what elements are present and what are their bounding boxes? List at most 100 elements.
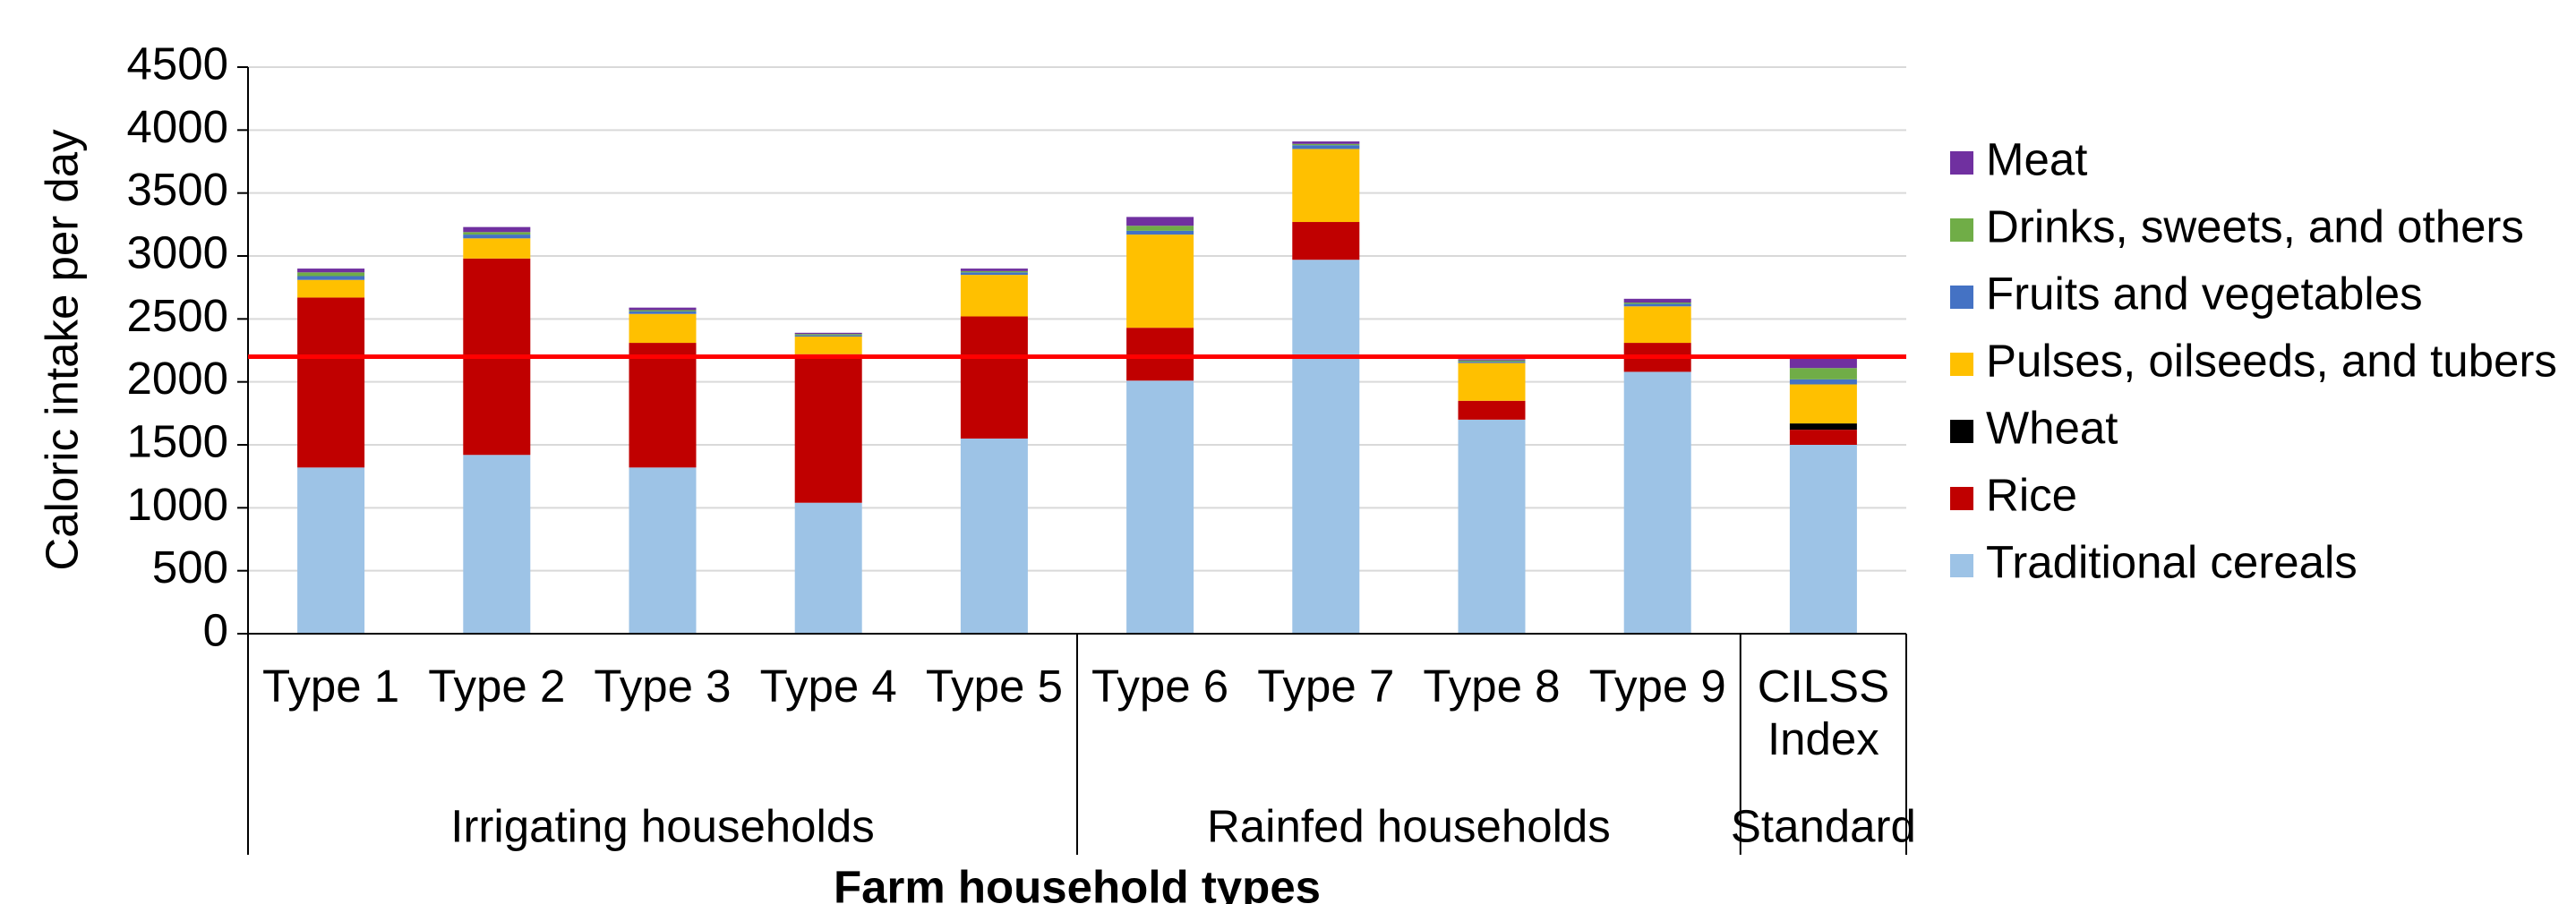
bar-segment <box>1126 217 1194 226</box>
bar-segment <box>1292 141 1360 144</box>
bar-segment <box>1458 359 1526 361</box>
bar-segment <box>1292 149 1360 223</box>
bar-segment <box>629 310 697 311</box>
bar-segment <box>463 455 531 634</box>
bar-segment <box>1458 362 1526 401</box>
y-axis-title: Caloric intake per day <box>36 129 87 571</box>
bar-segment <box>1623 371 1691 634</box>
legend-label: Rice <box>1986 469 2077 520</box>
legend-label: Pulses, oilseeds, and tubers <box>1986 335 2557 386</box>
bar-segment <box>1789 368 1857 380</box>
x-tick-label-box: Type 5 <box>925 661 1063 712</box>
x-tick-label-box: Type 2 <box>428 661 566 712</box>
bar-segment <box>1623 303 1691 307</box>
bar-segment <box>629 307 697 311</box>
bar-segment <box>1126 235 1194 328</box>
bar-segment <box>1789 430 1857 445</box>
bar-segment <box>297 269 365 273</box>
legend-label: Fruits and vegetables <box>1986 268 2423 319</box>
bar-segment <box>794 332 862 335</box>
bar-segment <box>960 316 1028 439</box>
bar-segment <box>1623 298 1691 303</box>
bar-segment <box>960 438 1028 634</box>
legend-swatch <box>1950 286 1973 309</box>
bar-segment <box>794 354 862 503</box>
x-tick-label: Type 8 <box>1423 661 1561 712</box>
legend-swatch <box>1950 420 1973 443</box>
x-tick-label-box: Type 6 <box>1091 661 1229 712</box>
x-tick-label: Type 4 <box>759 661 897 712</box>
x-tick-label-box: Type 3 <box>594 661 732 712</box>
y-tick-label: 4500 <box>127 38 228 89</box>
legend-swatch <box>1950 353 1973 376</box>
group-label: Standard <box>1731 800 1916 851</box>
x-tick-label: Type 6 <box>1091 661 1229 712</box>
bar-segment <box>297 467 365 634</box>
bar-segment <box>1789 384 1857 424</box>
bar-segment <box>1458 419 1526 634</box>
legend-swatch <box>1950 554 1973 577</box>
y-tick-label: 4000 <box>127 101 228 152</box>
bar-segment <box>960 272 1028 276</box>
bar-segment <box>1789 445 1857 634</box>
bar-segment <box>463 226 531 233</box>
x-tick-label: Type 2 <box>428 661 566 712</box>
bar-segment <box>297 272 365 277</box>
y-tick-label: 1000 <box>127 479 228 530</box>
bar-segment <box>960 275 1028 317</box>
x-tick-label-box: Type 4 <box>759 661 897 712</box>
bar-segment <box>1126 380 1194 634</box>
y-tick-label: 3000 <box>127 226 228 277</box>
bar-segment <box>297 279 365 298</box>
x-tick-label-box: Type 9 <box>1588 661 1726 712</box>
bar-segment <box>794 334 862 336</box>
legend-label: Drinks, sweets, and others <box>1986 200 2524 252</box>
legend-swatch <box>1950 151 1973 175</box>
bar-segment <box>794 335 862 337</box>
bar-segment <box>1126 226 1194 231</box>
bar-segment <box>463 232 531 235</box>
x-tick-label: Type 9 <box>1588 661 1726 712</box>
group-label: Irrigating households <box>450 800 874 851</box>
legend-swatch <box>1950 218 1973 242</box>
x-tick-label-box: Type 1 <box>262 661 400 712</box>
x-tick-label-box: CILSS Index <box>1757 661 1890 764</box>
bar-segment <box>960 269 1028 271</box>
x-tick-label: Type 1 <box>262 661 400 712</box>
bar-segment <box>1458 400 1526 420</box>
y-tick-label: 2500 <box>127 290 228 341</box>
legend-swatch <box>1950 487 1973 510</box>
x-axis-title: Farm household types <box>834 861 1321 904</box>
bar-segment <box>297 276 365 280</box>
legend-label: Traditional cereals <box>1986 536 2358 587</box>
bar-segment <box>1292 145 1360 149</box>
bar-segment <box>1623 306 1691 344</box>
x-tick-label-box: Type 7 <box>1257 661 1395 712</box>
legend-label: Meat <box>1986 133 2087 184</box>
y-tick-label: 500 <box>152 542 228 593</box>
x-tick-label: Type 7 <box>1257 661 1395 712</box>
bar-segment <box>629 313 697 344</box>
bar-segment <box>1292 143 1360 146</box>
bar-segment <box>1789 423 1857 431</box>
y-tick-label: 1500 <box>127 415 228 466</box>
x-tick-label-box: Type 8 <box>1423 661 1561 712</box>
bar-segment <box>463 235 531 239</box>
y-tick-label: 0 <box>203 604 228 655</box>
x-tick-label: Type 5 <box>925 661 1063 712</box>
bar-segment <box>1126 230 1194 235</box>
bar-segment <box>1789 379 1857 385</box>
bar-segment <box>794 502 862 634</box>
bar-segment <box>629 311 697 314</box>
bar-segment <box>629 467 697 634</box>
bar-segment <box>629 343 697 468</box>
x-tick-label: Type 3 <box>594 661 732 712</box>
bar-segment <box>463 238 531 259</box>
x-tick-label: CILSS Index <box>1757 661 1890 764</box>
bar-segment <box>1292 222 1360 260</box>
group-label: Rainfed households <box>1207 800 1611 851</box>
bar-segment <box>297 297 365 468</box>
bar-segment <box>794 337 862 354</box>
